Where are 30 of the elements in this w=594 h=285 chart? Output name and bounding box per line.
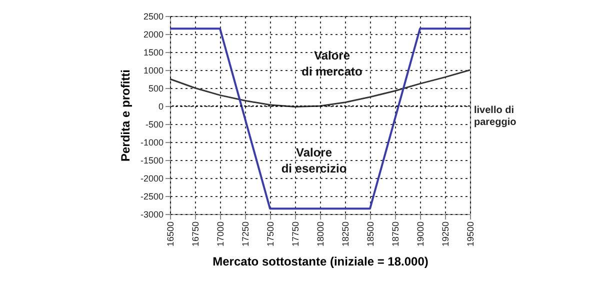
x-tick-label: 19250 bbox=[440, 222, 450, 247]
y-tick-label: 0 bbox=[158, 102, 164, 112]
y-tick-label: 2500 bbox=[143, 12, 164, 22]
x-axis-title: Mercato sottostante (iniziale = 18.000) bbox=[212, 254, 428, 269]
y-axis-title: Perdita e profitti bbox=[118, 69, 132, 162]
y-tick-label: 1000 bbox=[143, 66, 164, 76]
x-tick-label: 17000 bbox=[216, 222, 226, 247]
x-tick-label: 18000 bbox=[316, 222, 326, 247]
y-tick-label: 1500 bbox=[143, 48, 164, 58]
x-tick-label: 19500 bbox=[466, 222, 476, 247]
x-tick-label: 17500 bbox=[266, 222, 276, 247]
annotation: Valore di mercato bbox=[302, 48, 362, 79]
y-tick-label: 500 bbox=[148, 84, 164, 94]
x-tick-label: 17250 bbox=[240, 222, 250, 247]
y-tick-label: 2000 bbox=[143, 30, 164, 40]
y-tick-label: -1500 bbox=[140, 156, 164, 166]
y-tick-label: -2500 bbox=[140, 192, 164, 202]
x-tick-label: 18500 bbox=[366, 222, 376, 247]
x-tick-label: 19000 bbox=[416, 222, 426, 247]
x-tick-label: 18750 bbox=[390, 222, 400, 247]
y-tick-label: -500 bbox=[145, 120, 164, 130]
annotation: Valore di esercizio bbox=[281, 146, 347, 176]
x-tick-label: 18250 bbox=[340, 222, 350, 247]
ref-line-label: livello di pareggio bbox=[474, 105, 516, 128]
x-tick-label: 16750 bbox=[190, 222, 200, 247]
y-tick-label: -1000 bbox=[140, 138, 164, 148]
x-tick-label: 17750 bbox=[290, 222, 300, 247]
x-tick-label: 16500 bbox=[166, 222, 176, 247]
y-tick-label: -3000 bbox=[140, 210, 164, 220]
y-tick-label: -2000 bbox=[140, 174, 164, 184]
